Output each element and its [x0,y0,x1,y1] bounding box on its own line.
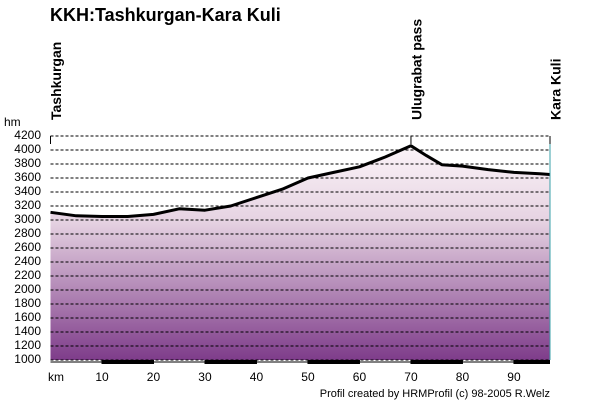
y-tick-label: 3200 [14,198,41,212]
x-tick-label: 30 [198,370,212,384]
x-scale-stripe [101,360,154,364]
y-tick-label: 3400 [14,184,41,198]
y-tick-label: 2200 [14,268,41,282]
y-tick-label: 3600 [14,170,41,184]
y-tick-label: 2000 [14,282,41,296]
y-tick-label: 1600 [14,310,41,324]
x-tick-label: 40 [250,370,264,384]
annotation: Tashkurgan [48,42,64,120]
y-tick-label: 2800 [14,226,41,240]
credit: Profil created by HRMProfil (c) 98-2005 … [320,388,550,400]
x-scale-stripe [410,360,463,364]
x-tick-label: 50 [301,370,315,384]
x-tick-label: 80 [456,370,470,384]
y-tick-label: 1400 [14,324,41,338]
x-scale-stripe [204,360,257,364]
x-axis-label: km [48,370,64,384]
y-tick-label: 4200 [14,128,41,142]
x-scale-stripe [513,360,550,364]
profile-line [50,144,551,218]
x-tick-label: 20 [147,370,161,384]
y-axis-label: hm [4,115,21,129]
y-tick-label: 1800 [14,296,41,310]
x-tick-label: 70 [404,370,418,384]
annotation: Kara Kuli [548,59,564,120]
y-tick-label: 1000 [14,352,41,366]
x-tick-label: 10 [95,370,109,384]
y-tick-label: 1200 [14,338,41,352]
y-tick-label: 3000 [14,212,41,226]
y-tick-label: 3800 [14,156,41,170]
annotation: Ulugrabat pass [409,19,425,120]
y-tick-label: 2600 [14,240,41,254]
chart-title: KKH:Tashkurgan-Kara Kuli [50,5,281,25]
profile-area [50,145,550,360]
x-tick-label: 90 [507,370,521,384]
x-tick-label: 60 [353,370,367,384]
y-tick-label: 2400 [14,254,41,268]
y-tick-label: 4000 [14,142,41,156]
x-scale-stripe [307,360,360,364]
